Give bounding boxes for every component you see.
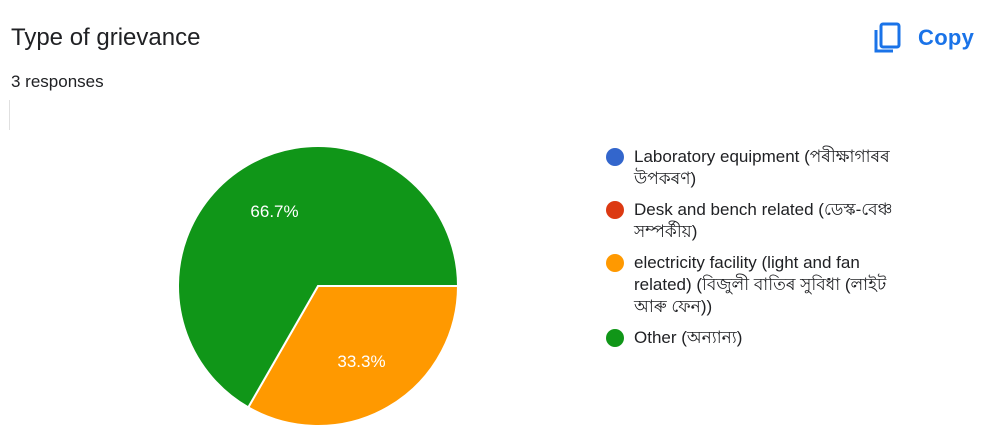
copy-button[interactable]: Copy bbox=[872, 18, 974, 58]
legend-label: Other (অন্যান্য) bbox=[634, 328, 743, 347]
pie-slice bbox=[177, 145, 460, 409]
chart-legend: Laboratory equipment (পৰীক্ষাগাৰৰ উপকৰণ)… bbox=[606, 146, 926, 358]
slice-label: 33.3% bbox=[337, 352, 385, 371]
legend-item: Other (অন্যান্য) bbox=[606, 327, 926, 349]
legend-label: Desk and bench related (ডেস্ক-বেঞ্চ সম্প… bbox=[634, 200, 893, 241]
chart-title: Type of grievance bbox=[11, 24, 201, 51]
legend-swatch bbox=[606, 201, 624, 219]
legend-item: Desk and bench related (ডেস্ক-বেঞ্চ সম্প… bbox=[606, 199, 926, 243]
pie-slice bbox=[246, 285, 460, 427]
copy-label: Copy bbox=[918, 25, 975, 50]
legend-label: electricity facility (light and fan rela… bbox=[634, 253, 887, 316]
divider bbox=[9, 100, 10, 130]
copy-icon bbox=[874, 22, 901, 53]
legend-item: electricity facility (light and fan rela… bbox=[606, 252, 926, 318]
legend-label: Laboratory equipment (পৰীক্ষাগাৰৰ উপকৰণ) bbox=[634, 147, 890, 188]
legend-swatch bbox=[606, 148, 624, 166]
legend-item: Laboratory equipment (পৰীক্ষাগাৰৰ উপকৰণ) bbox=[606, 146, 926, 190]
legend-swatch bbox=[606, 329, 624, 347]
response-count: 3 responses bbox=[11, 72, 104, 91]
slice-label: 66.7% bbox=[250, 202, 298, 221]
legend-swatch bbox=[606, 254, 624, 272]
